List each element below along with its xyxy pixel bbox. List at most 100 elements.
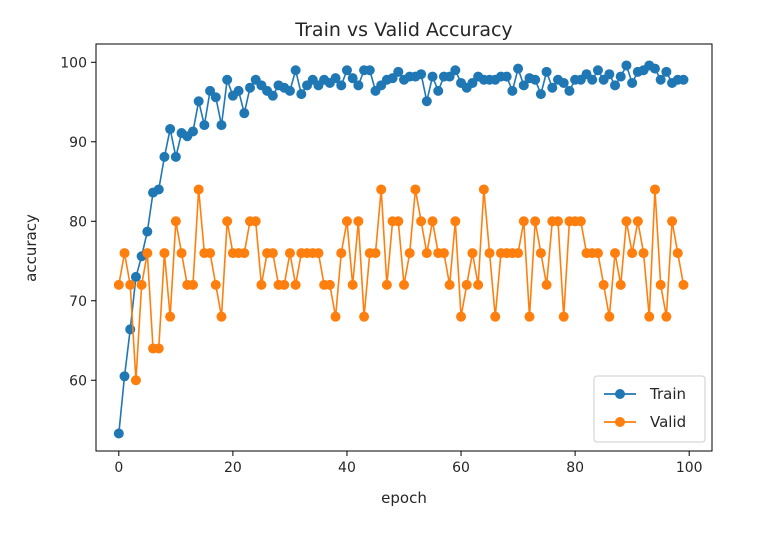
data-point-train <box>142 226 153 237</box>
data-point-train <box>501 71 512 82</box>
data-point-train <box>233 85 244 96</box>
data-point-valid <box>359 311 370 322</box>
data-point-valid <box>113 279 124 290</box>
data-point-train <box>159 151 170 162</box>
data-point-valid <box>216 311 227 322</box>
data-point-valid <box>672 248 683 259</box>
data-point-valid <box>592 248 603 259</box>
data-point-train <box>165 124 176 135</box>
data-point-valid <box>615 279 626 290</box>
data-point-train <box>239 108 250 119</box>
plot-area <box>113 60 689 439</box>
data-point-valid <box>467 248 478 259</box>
x-axis-label: epoch <box>381 489 427 507</box>
data-point-train <box>387 73 398 84</box>
data-point-valid <box>518 216 529 227</box>
data-point-valid <box>450 216 461 227</box>
data-point-valid <box>416 216 427 227</box>
data-point-valid <box>205 248 216 259</box>
x-tick-label: 80 <box>566 460 584 476</box>
data-point-train <box>222 74 233 85</box>
data-point-valid <box>632 216 643 227</box>
data-point-valid <box>644 311 655 322</box>
x-tick-label: 40 <box>338 460 356 476</box>
data-point-valid <box>136 279 147 290</box>
data-point-valid <box>484 248 495 259</box>
data-point-valid <box>119 248 130 259</box>
series-train <box>113 60 689 439</box>
data-point-valid <box>444 279 455 290</box>
data-point-valid <box>193 184 204 195</box>
data-point-valid <box>610 248 621 259</box>
data-point-train <box>216 120 227 131</box>
data-point-train <box>592 65 603 76</box>
legend-label-valid: Valid <box>650 413 686 431</box>
data-point-valid <box>661 311 672 322</box>
data-point-train <box>541 66 552 77</box>
x-tick-label: 20 <box>224 460 242 476</box>
data-point-valid <box>125 279 136 290</box>
data-point-train <box>467 77 478 88</box>
data-point-train <box>507 85 518 96</box>
data-point-valid <box>598 279 609 290</box>
data-point-valid <box>381 279 392 290</box>
data-point-train <box>535 89 546 100</box>
data-point-valid <box>604 311 615 322</box>
data-point-valid <box>553 216 563 227</box>
data-point-train <box>336 80 347 91</box>
plot-frame <box>95 43 713 452</box>
data-point-train <box>450 65 461 76</box>
data-point-valid <box>250 216 261 227</box>
data-point-train <box>564 85 575 96</box>
data-point-valid <box>284 248 295 259</box>
data-point-train <box>267 90 278 101</box>
data-point-train <box>187 126 198 137</box>
data-point-valid <box>473 279 484 290</box>
data-point-valid <box>530 216 541 227</box>
data-point-train <box>558 77 569 88</box>
legend-item-train: Train <box>604 385 686 403</box>
data-point-valid <box>239 248 250 259</box>
data-point-train <box>416 69 427 80</box>
data-point-train <box>330 73 341 84</box>
data-point-valid <box>159 248 170 259</box>
data-point-valid <box>427 216 438 227</box>
data-point-valid <box>678 279 689 290</box>
data-point-valid <box>575 216 586 227</box>
data-point-valid <box>404 248 415 259</box>
data-point-valid <box>490 311 501 322</box>
data-point-valid <box>187 279 198 290</box>
data-point-train <box>284 85 295 96</box>
data-point-valid <box>558 311 569 322</box>
data-point-train <box>433 85 444 96</box>
data-point-train <box>113 428 124 439</box>
data-point-train <box>655 74 666 85</box>
data-point-valid <box>524 311 535 322</box>
y-axis: 60 70 80 90 100 <box>60 55 96 389</box>
data-point-train <box>518 80 529 91</box>
data-point-train <box>199 120 210 131</box>
data-point-train <box>296 89 307 100</box>
data-point-train <box>130 271 141 282</box>
y-tick-label: 100 <box>60 55 87 71</box>
data-point-valid <box>142 248 153 259</box>
data-point-valid <box>541 279 552 290</box>
data-point-train <box>290 65 301 76</box>
data-point-valid <box>267 248 278 259</box>
y-tick-label: 70 <box>69 294 87 310</box>
data-point-train <box>170 151 181 162</box>
data-point-valid <box>165 311 176 322</box>
data-point-train <box>347 73 358 84</box>
data-point-valid <box>176 248 187 259</box>
data-point-valid <box>376 184 387 195</box>
data-point-train <box>615 71 626 82</box>
data-point-train <box>193 96 204 107</box>
data-point-train <box>427 71 438 82</box>
y-axis-label: accuracy <box>22 214 40 282</box>
data-point-train <box>245 82 255 93</box>
data-point-train <box>678 74 689 85</box>
data-point-valid <box>353 216 364 227</box>
data-point-valid <box>638 248 649 259</box>
data-point-valid <box>313 248 324 259</box>
